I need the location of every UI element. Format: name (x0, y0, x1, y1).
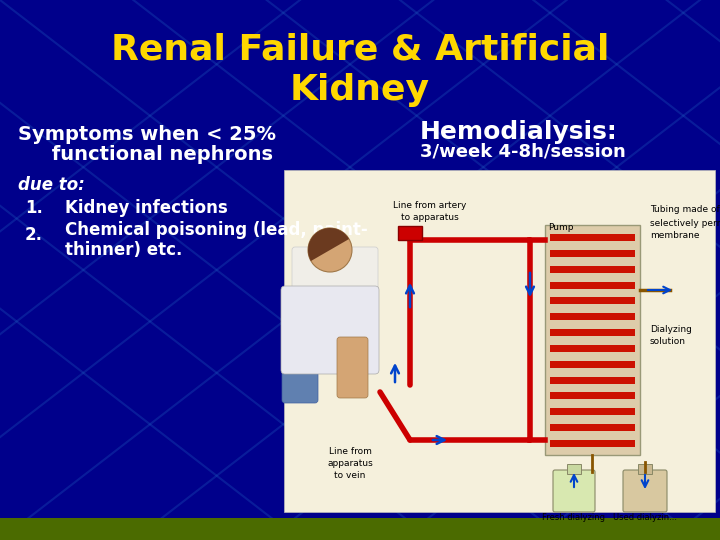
Bar (550, 313, 635, 320)
Text: Hemodialysis:: Hemodialysis: (420, 120, 618, 144)
Text: thinner) etc.: thinner) etc. (65, 241, 182, 259)
Bar (398, 226, 422, 240)
Text: to apparatus: to apparatus (401, 213, 459, 221)
Text: selectively permeable: selectively permeable (650, 219, 720, 227)
Bar (550, 440, 635, 447)
Text: Line from: Line from (328, 448, 372, 456)
Text: solution: solution (650, 338, 686, 347)
Text: Tubing made of a: Tubing made of a (650, 206, 720, 214)
Bar (567, 464, 581, 474)
Text: Symptoms when < 25%: Symptoms when < 25% (18, 125, 276, 145)
Text: Pump: Pump (548, 222, 574, 232)
Text: functional nephrons: functional nephrons (18, 145, 273, 165)
Bar (550, 266, 635, 273)
Bar (550, 361, 635, 368)
Text: Line from artery: Line from artery (393, 200, 467, 210)
FancyBboxPatch shape (282, 307, 318, 403)
Text: Fresh dialyzing: Fresh dialyzing (542, 514, 606, 523)
Text: Renal Failure & Artificial: Renal Failure & Artificial (111, 33, 609, 67)
Wedge shape (308, 228, 349, 261)
Text: 1.: 1. (25, 199, 43, 217)
Text: 2.: 2. (25, 226, 43, 244)
Bar (550, 329, 635, 336)
Text: 3/week 4-8h/session: 3/week 4-8h/session (420, 143, 626, 161)
Text: Chemical poisoning (lead, paint-: Chemical poisoning (lead, paint- (65, 221, 368, 239)
FancyBboxPatch shape (292, 247, 378, 293)
Text: Kidney: Kidney (290, 73, 430, 107)
FancyBboxPatch shape (281, 286, 379, 374)
Bar (550, 281, 635, 288)
Bar (550, 345, 635, 352)
Bar (550, 376, 635, 383)
Text: Dialyzing: Dialyzing (650, 326, 692, 334)
Text: Kidney infections: Kidney infections (65, 199, 228, 217)
Text: membrane: membrane (650, 232, 700, 240)
Bar (550, 250, 635, 257)
Bar (550, 234, 635, 241)
Bar (0, 518, 720, 540)
Bar (284, 170, 715, 512)
Text: apparatus: apparatus (327, 460, 373, 469)
Bar (550, 298, 635, 305)
FancyBboxPatch shape (553, 470, 595, 512)
FancyBboxPatch shape (623, 470, 667, 512)
Text: Used dialyzin...: Used dialyzin... (613, 514, 677, 523)
Circle shape (308, 228, 352, 272)
Bar (550, 408, 635, 415)
FancyBboxPatch shape (337, 337, 368, 398)
Bar (638, 464, 652, 474)
Bar (545, 225, 640, 455)
Text: due to:: due to: (18, 176, 85, 194)
Text: to vein: to vein (334, 471, 366, 481)
Bar (550, 424, 635, 431)
Bar (550, 393, 635, 400)
